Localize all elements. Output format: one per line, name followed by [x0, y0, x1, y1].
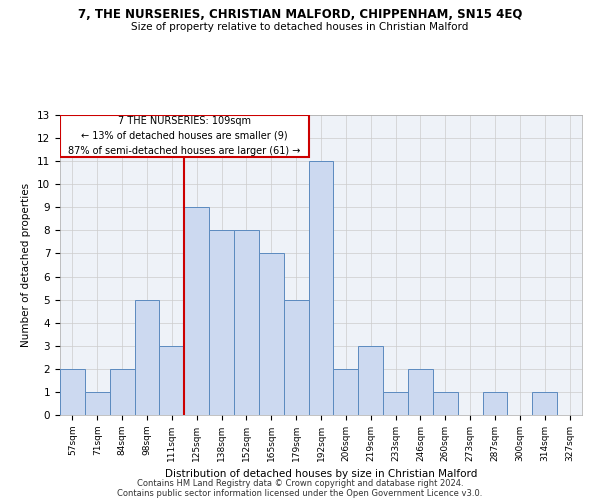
Text: Contains public sector information licensed under the Open Government Licence v3: Contains public sector information licen…: [118, 488, 482, 498]
X-axis label: Distribution of detached houses by size in Christian Malford: Distribution of detached houses by size …: [165, 470, 477, 480]
Text: Contains HM Land Registry data © Crown copyright and database right 2024.: Contains HM Land Registry data © Crown c…: [137, 478, 463, 488]
Bar: [85, 392, 110, 415]
Text: Size of property relative to detached houses in Christian Malford: Size of property relative to detached ho…: [131, 22, 469, 32]
Bar: [110, 369, 134, 415]
Bar: [308, 161, 334, 415]
Text: 7 THE NURSERIES: 109sqm
← 13% of detached houses are smaller (9)
87% of semi-det: 7 THE NURSERIES: 109sqm ← 13% of detache…: [68, 116, 301, 156]
Bar: [358, 346, 383, 415]
Bar: [532, 392, 557, 415]
Bar: [284, 300, 308, 415]
Bar: [482, 392, 508, 415]
Text: 7, THE NURSERIES, CHRISTIAN MALFORD, CHIPPENHAM, SN15 4EQ: 7, THE NURSERIES, CHRISTIAN MALFORD, CHI…: [78, 8, 522, 20]
Y-axis label: Number of detached properties: Number of detached properties: [22, 183, 31, 347]
Bar: [60, 369, 85, 415]
Bar: [433, 392, 458, 415]
Bar: [184, 208, 209, 415]
FancyBboxPatch shape: [60, 115, 308, 156]
Bar: [408, 369, 433, 415]
Bar: [334, 369, 358, 415]
Bar: [209, 230, 234, 415]
Bar: [134, 300, 160, 415]
Bar: [383, 392, 408, 415]
Bar: [160, 346, 184, 415]
Bar: [259, 254, 284, 415]
Bar: [234, 230, 259, 415]
